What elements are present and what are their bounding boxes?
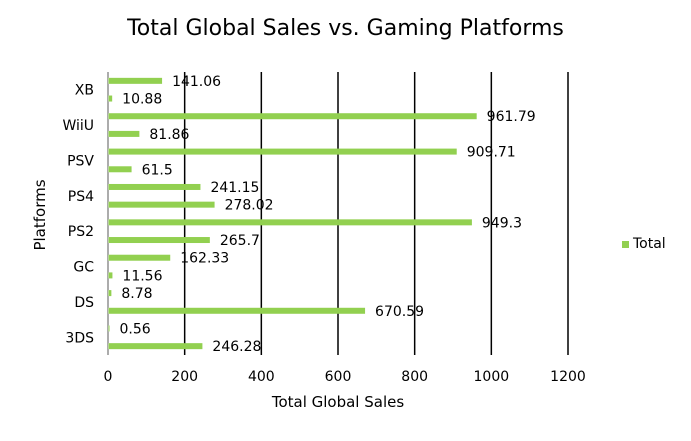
data-label: 10.88 bbox=[122, 92, 162, 108]
chart-title: Total Global Sales vs. Gaming Platforms bbox=[127, 16, 564, 41]
bar bbox=[108, 343, 203, 350]
y-tick-label: PSV bbox=[67, 153, 94, 169]
data-label: 81.86 bbox=[149, 127, 189, 143]
bar bbox=[108, 325, 110, 332]
data-label: 265.7 bbox=[220, 233, 260, 249]
x-axis-title: Total Global Sales bbox=[271, 393, 405, 411]
data-label: 141.06 bbox=[172, 74, 221, 90]
x-tick-label: 200 bbox=[171, 369, 198, 385]
y-tick-label: PS2 bbox=[68, 224, 94, 240]
x-tick-label: 400 bbox=[248, 369, 275, 385]
data-label: 670.59 bbox=[375, 304, 424, 320]
bar bbox=[108, 95, 113, 102]
x-tick-label: 0 bbox=[104, 369, 113, 385]
legend-label: Total bbox=[633, 236, 666, 252]
bar bbox=[108, 307, 366, 314]
data-label: 8.78 bbox=[121, 286, 152, 302]
bar bbox=[108, 290, 112, 297]
y-tick-label: GC bbox=[73, 260, 94, 276]
x-tick-label: 800 bbox=[401, 369, 428, 385]
data-label: 961.79 bbox=[487, 109, 536, 125]
data-label: 278.02 bbox=[225, 198, 274, 214]
bar bbox=[108, 183, 201, 190]
bar bbox=[108, 166, 132, 173]
bar bbox=[108, 272, 113, 279]
y-tick-label: WiiU bbox=[62, 118, 94, 134]
y-tick-label: DS bbox=[74, 295, 94, 311]
bar bbox=[108, 254, 171, 261]
bar bbox=[108, 201, 215, 208]
x-tick-label: 600 bbox=[325, 369, 352, 385]
bar bbox=[108, 219, 472, 226]
legend-swatch bbox=[622, 240, 629, 248]
y-tick-label: PS4 bbox=[68, 189, 94, 205]
data-label: 246.28 bbox=[212, 339, 261, 355]
legend: Total bbox=[622, 236, 666, 252]
bar bbox=[108, 148, 457, 155]
bar bbox=[108, 237, 210, 244]
data-label: 11.56 bbox=[122, 268, 162, 284]
bar bbox=[108, 113, 477, 120]
bar bbox=[108, 130, 140, 137]
y-axis-title: Platforms bbox=[31, 179, 49, 251]
data-label: 909.71 bbox=[467, 145, 516, 161]
data-label: 61.5 bbox=[142, 162, 173, 178]
y-tick-label: 3DS bbox=[65, 330, 94, 346]
x-tick-label: 1200 bbox=[550, 369, 586, 385]
y-tick-label: XB bbox=[75, 83, 94, 99]
data-label: 162.33 bbox=[180, 251, 229, 267]
x-tick-label: 1000 bbox=[474, 369, 510, 385]
data-label: 949.3 bbox=[482, 215, 522, 231]
data-label: 0.56 bbox=[120, 321, 151, 337]
data-label: 241.15 bbox=[210, 180, 259, 196]
bar bbox=[108, 77, 163, 84]
